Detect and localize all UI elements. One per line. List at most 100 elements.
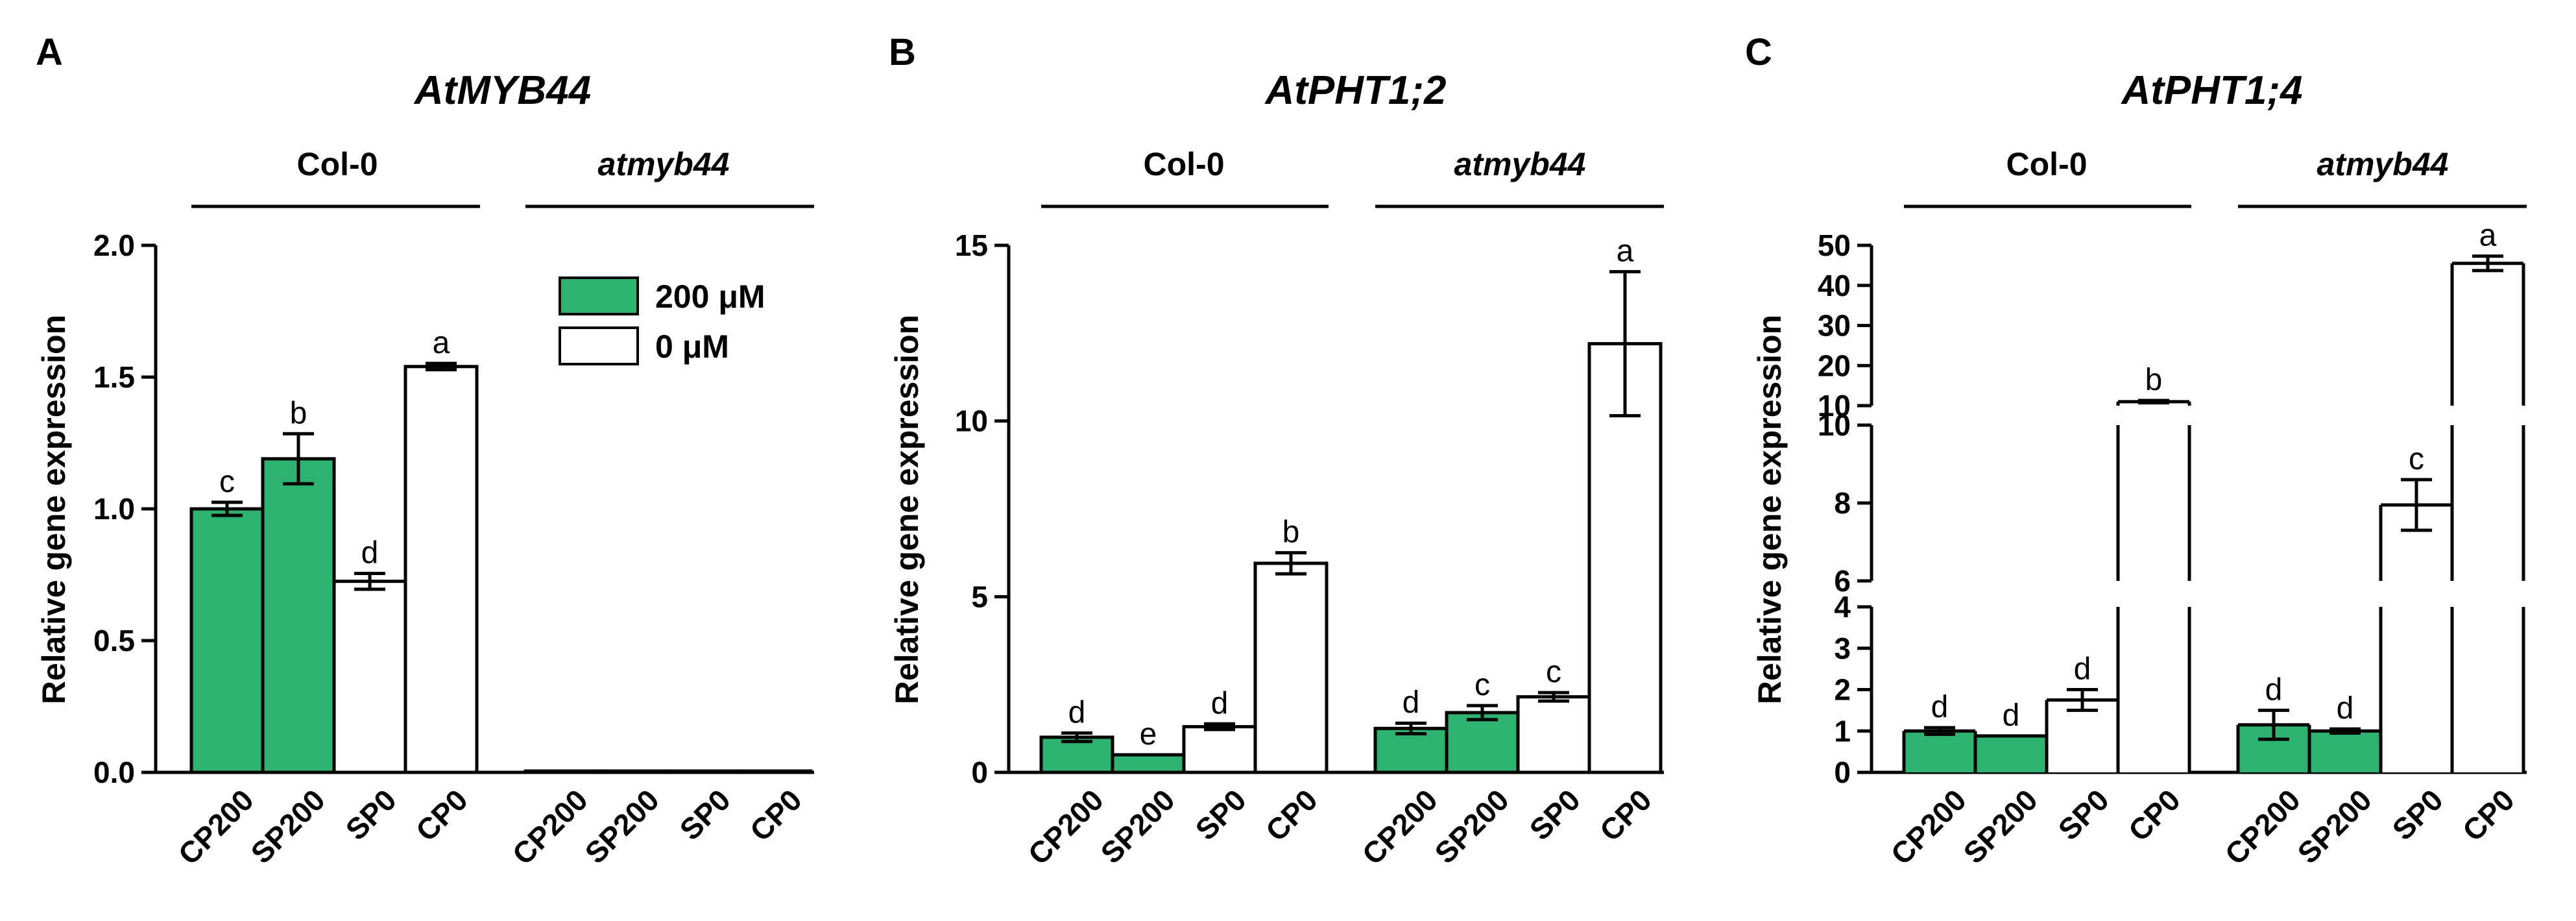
y-tick-label: 1	[1834, 714, 1851, 748]
x-tick-label: SP200	[1428, 783, 1515, 870]
bars-b: d e d b d c c a	[1039, 234, 1663, 774]
y-tick-label: 3	[1834, 632, 1851, 665]
significance-letter: a	[433, 326, 450, 360]
x-tick-label: CP200	[2219, 783, 2307, 871]
x-tick-label: SP0	[1523, 783, 1587, 846]
bar	[524, 769, 599, 774]
panel-label-a: A	[36, 31, 63, 73]
bar	[595, 769, 670, 774]
bar-segment	[2452, 607, 2523, 772]
x-tick-label: SP200	[244, 783, 331, 870]
x-tick-label: CP200	[1356, 783, 1444, 871]
x-tick-label: CP200	[506, 783, 594, 871]
bar	[189, 507, 265, 774]
significance-letter: c	[1475, 668, 1490, 702]
y-axis-label-c: Relative gene expression	[1751, 315, 1788, 704]
y-tick-label: 5	[971, 580, 988, 613]
y-tick-label: 1.5	[93, 360, 135, 394]
panel-label-c: C	[1745, 31, 1772, 73]
bar-segment	[2452, 425, 2523, 581]
y-tick-label: 30	[1818, 309, 1851, 343]
bar-segment	[2118, 607, 2189, 772]
significance-letter: d	[2003, 698, 2020, 733]
y-tick-label: 10	[955, 404, 988, 438]
x-tick-label: SP0	[2386, 783, 2450, 846]
y-tick-label: 20	[1818, 349, 1851, 382]
y-tick-label: 0.0	[93, 755, 135, 789]
bar	[1039, 735, 1114, 774]
bar-segment	[2309, 731, 2381, 772]
x-tick-label: CP0	[2456, 783, 2521, 848]
x-tick-label: SP0	[2052, 783, 2115, 846]
bar	[1111, 753, 1186, 774]
y-tick-label: 50	[1818, 228, 1851, 262]
significance-letter: d	[361, 535, 379, 570]
panel-a: A AtMYB44 Col-0 atmyb44 Relative gene ex…	[36, 31, 814, 871]
y-tick-label: 2	[1834, 673, 1851, 707]
significance-letter: d	[2265, 672, 2283, 707]
significance-letter: d	[1068, 695, 1086, 730]
panel-label-b: B	[889, 31, 916, 73]
group-label-col0-c: Col-0	[2006, 146, 2088, 182]
significance-letter: a	[2479, 219, 2497, 253]
bars-c: d d d b d d c a	[1902, 219, 2525, 772]
y-tick-label: 1.0	[93, 492, 135, 526]
y-tick-label: 10	[1818, 408, 1851, 442]
chart-title-a: AtMYB44	[413, 68, 591, 113]
legend-swatch-control	[559, 326, 639, 365]
legend-label-treated: 200 μM	[655, 278, 765, 315]
significance-letter: c	[219, 465, 235, 499]
bar-segment	[1975, 735, 2047, 772]
x-tick-label: CP200	[172, 783, 260, 871]
y-tick-label: 10	[1818, 389, 1851, 423]
significance-letter: d	[2337, 691, 2354, 726]
x-tick-label: SP200	[2291, 783, 2377, 870]
x-tick-label: SP0	[673, 783, 737, 846]
x-tick-label: SP0	[1189, 783, 1253, 846]
bar-segment	[2452, 263, 2523, 406]
y-tick-label: 0	[1834, 755, 1851, 789]
y-tick-label: 0	[971, 755, 988, 789]
y-axis-label-a: Relative gene expression	[36, 315, 72, 704]
panel-b: B AtPHT1;2 Col-0 atmyb44 Relative gene e…	[889, 31, 1664, 871]
bar	[1445, 711, 1520, 774]
bar	[1516, 695, 1591, 774]
y-tick-label: 0.5	[93, 624, 135, 657]
significance-letter: b	[290, 396, 307, 430]
significance-letter: b	[2145, 363, 2163, 397]
y-axis-label-b: Relative gene expression	[889, 315, 925, 704]
chart-title-c: AtPHT1;4	[2120, 68, 2302, 113]
bar	[261, 457, 336, 774]
bar	[666, 769, 741, 774]
x-tick-label: CP0	[1259, 783, 1324, 848]
bar	[1182, 725, 1257, 774]
group-label-col0-b: Col-0	[1144, 146, 1225, 182]
significance-letter: c	[1546, 655, 1561, 689]
significance-letter: d	[1931, 690, 1949, 724]
significance-letter: e	[1140, 717, 1157, 752]
x-tick-label: SP200	[1956, 783, 2043, 870]
x-tick-label: SP200	[578, 783, 665, 870]
group-label-mutant-b: atmyb44	[1454, 146, 1586, 182]
x-tick-label: CP0	[2122, 783, 2187, 848]
x-tick-label: CP0	[409, 783, 474, 848]
y-tick-label: 6	[1834, 564, 1851, 598]
chart-title-b: AtPHT1;2	[1264, 68, 1446, 113]
group-label-mutant-a: atmyb44	[598, 146, 730, 182]
x-tick-label: CP0	[743, 783, 808, 848]
y-tick-label: 2.0	[93, 228, 135, 262]
bar	[403, 365, 479, 774]
significance-letter: c	[2409, 442, 2424, 476]
bar-segment	[2118, 425, 2189, 581]
y-tick-label: 15	[955, 228, 988, 262]
legend-label-control: 0 μM	[655, 328, 729, 365]
bar	[738, 769, 813, 774]
significance-letter: d	[1402, 685, 1420, 720]
bar-segment	[1904, 731, 1975, 772]
x-tick-label: CP200	[1022, 783, 1110, 871]
